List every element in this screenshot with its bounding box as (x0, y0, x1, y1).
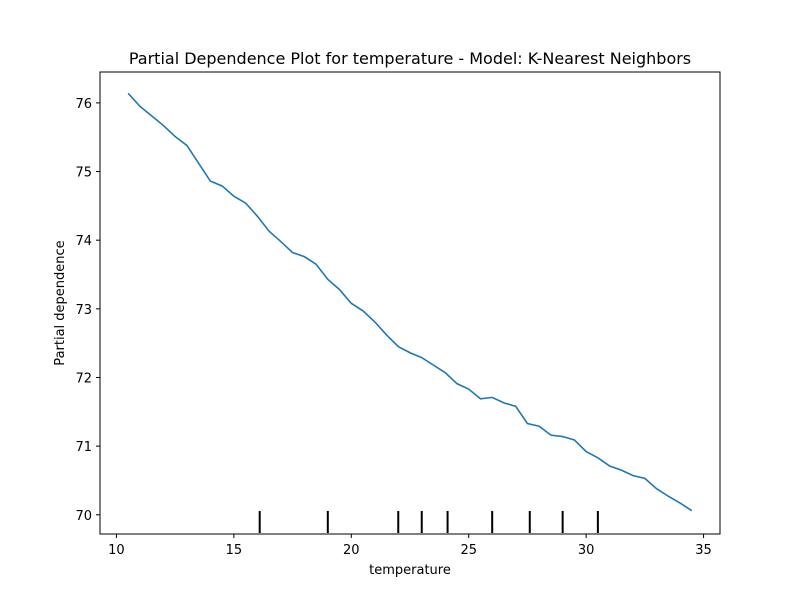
y-tick-label: 71 (75, 440, 92, 455)
y-tick-label: 70 (75, 509, 92, 524)
x-tick-label: 20 (343, 543, 360, 558)
y-tick-label: 76 (75, 97, 92, 112)
x-tick-label: 25 (460, 543, 477, 558)
x-axis-label: temperature (369, 563, 451, 578)
series-line (127, 92, 693, 512)
chart-title: Partial Dependence Plot for temperature … (129, 49, 691, 68)
y-tick-label: 75 (75, 166, 92, 181)
y-tick-label: 73 (75, 303, 92, 318)
x-tick-label: 15 (226, 543, 243, 558)
plot-area (127, 92, 693, 533)
x-tick-label: 30 (578, 543, 595, 558)
y-axis-label: Partial dependence (53, 240, 68, 365)
axes-frame (99, 71, 721, 535)
y-tick-label: 72 (75, 371, 92, 386)
x-tick-label: 10 (108, 543, 125, 558)
x-axis: 10 15 20 25 30 35 (108, 534, 712, 558)
y-axis: 70 71 72 73 74 75 76 (75, 97, 100, 524)
x-tick-label: 35 (695, 543, 712, 558)
y-tick-label: 74 (75, 234, 92, 249)
